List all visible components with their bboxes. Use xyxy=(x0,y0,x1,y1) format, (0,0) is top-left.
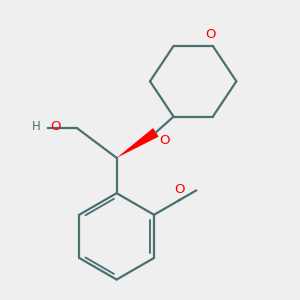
Text: H: H xyxy=(32,120,41,133)
Text: O: O xyxy=(174,183,185,196)
Text: O: O xyxy=(50,120,60,133)
Text: O: O xyxy=(206,28,216,41)
Text: O: O xyxy=(159,134,169,147)
Polygon shape xyxy=(117,128,159,158)
